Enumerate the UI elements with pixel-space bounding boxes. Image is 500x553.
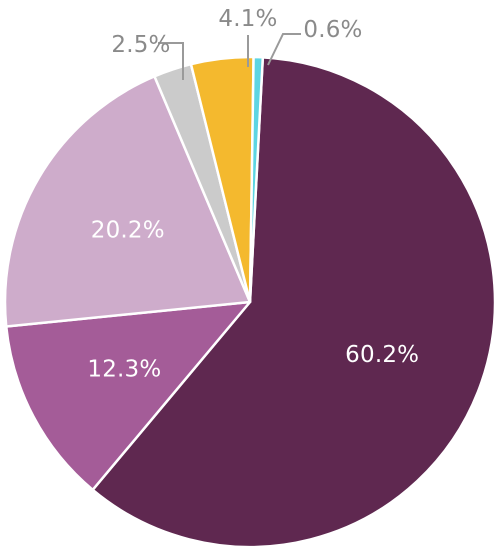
slice-label-2: 20.2% xyxy=(91,218,165,244)
slice-label-4: 4.1% xyxy=(218,6,277,32)
slice-label-0: 60.2% xyxy=(345,342,419,368)
pie-slice-2 xyxy=(3,75,252,328)
pie-slices xyxy=(3,55,497,549)
leader-line-3 xyxy=(158,42,184,80)
pie-slice-5 xyxy=(248,55,265,304)
slice-label-1: 12.3% xyxy=(87,357,161,383)
leader-lines xyxy=(158,33,301,80)
leader-line-5 xyxy=(267,33,301,66)
slice-label-5: 0.6% xyxy=(303,17,362,43)
slice-labels: 60.2% 12.3% 20.2% 2.5% 4.1% 0.6% xyxy=(87,6,419,383)
slice-label-3: 2.5% xyxy=(111,32,170,58)
pie-slice-1 xyxy=(4,300,252,492)
pie-slice-0 xyxy=(91,56,497,549)
